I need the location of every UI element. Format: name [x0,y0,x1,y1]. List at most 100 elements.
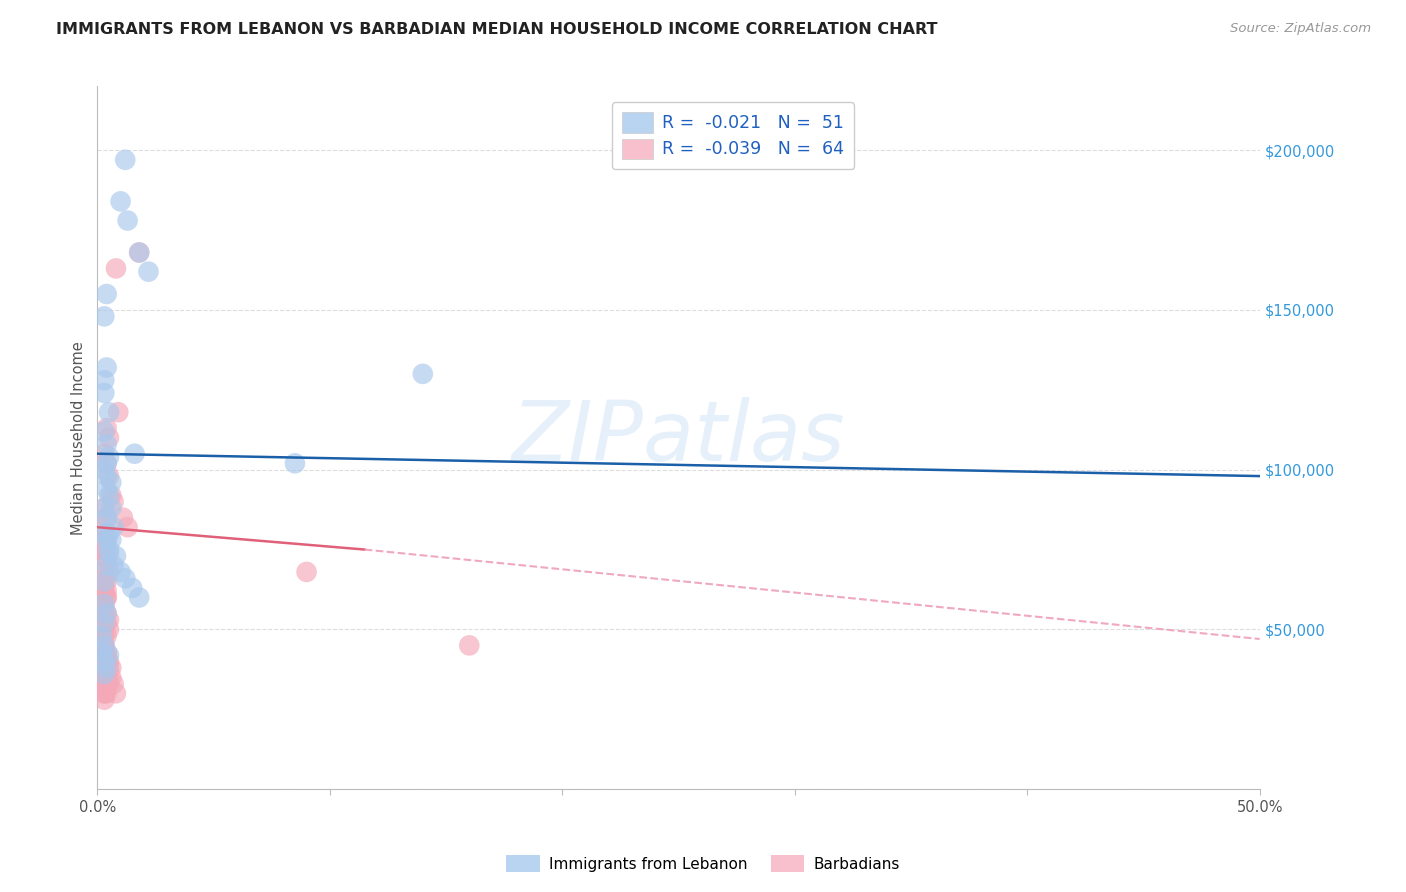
Text: ZIPatlas: ZIPatlas [512,397,845,478]
Point [93,574,115,589]
Point [96,533,118,547]
Point [103,677,125,691]
Point [458,639,481,653]
Point [128,591,150,605]
Point [93,686,115,700]
Point [93,542,115,557]
Point [98,542,121,557]
Point [93,667,115,681]
Point [98,431,121,445]
Point [93,520,115,534]
Point [98,565,121,579]
Point [284,456,307,470]
Point [111,510,134,524]
Point [100,501,122,516]
Point [96,456,118,470]
Point [98,488,121,502]
Point [96,654,118,668]
Point [93,654,115,668]
Point [96,686,118,700]
Point [93,463,115,477]
Point [98,654,121,668]
Point [93,686,115,700]
Point [96,615,118,630]
Point [103,494,125,508]
Point [96,552,118,566]
Point [93,670,115,684]
Point [96,670,118,684]
Point [104,686,127,700]
Point [93,667,115,681]
Point [128,245,150,260]
Point [93,692,115,706]
Point [93,629,115,643]
Point [96,677,118,691]
Point [93,600,115,615]
Point [96,607,118,621]
Point [93,677,115,691]
Point [96,510,118,524]
Point [96,591,118,605]
Point [96,552,118,566]
Point [96,287,118,301]
Point [91,645,114,659]
Point [98,623,121,637]
Point [96,456,118,470]
Point [93,526,115,541]
Point [93,574,115,589]
Point [96,648,118,662]
Point [98,405,121,419]
Point [100,670,122,684]
Point [96,629,118,643]
Point [98,661,121,675]
Point [96,645,118,659]
Point [96,360,118,375]
Point [117,213,139,227]
Point [138,265,160,279]
Point [96,648,118,662]
Point [96,469,118,483]
Point [100,533,122,547]
Point [117,520,139,534]
Legend: Immigrants from Lebanon, Barbadians: Immigrants from Lebanon, Barbadians [499,847,907,880]
Point [93,425,115,439]
Point [96,533,118,547]
Point [93,607,115,621]
Point [98,469,121,483]
Point [96,482,118,496]
Point [93,639,115,653]
Point [104,261,127,276]
Point [124,447,146,461]
Point [107,405,129,419]
Point [98,677,121,691]
Point [100,475,122,490]
Point [93,501,115,516]
Point [103,520,125,534]
Point [93,615,115,630]
Point [96,574,118,589]
Point [128,245,150,260]
Point [100,661,122,675]
Point [110,194,132,209]
Text: IMMIGRANTS FROM LEBANON VS BARBADIAN MEDIAN HOUSEHOLD INCOME CORRELATION CHART: IMMIGRANTS FROM LEBANON VS BARBADIAN MED… [56,22,938,37]
Point [98,526,121,541]
Point [295,565,318,579]
Point [114,153,136,167]
Point [93,386,115,401]
Point [93,639,115,653]
Point [98,613,121,627]
Point [91,629,114,643]
Point [121,581,143,595]
Point [93,447,115,461]
Point [412,367,434,381]
Point [96,510,118,524]
Point [98,648,121,662]
Point [114,571,136,585]
Point [93,373,115,387]
Text: Source: ZipAtlas.com: Source: ZipAtlas.com [1230,22,1371,36]
Point [104,549,127,563]
Point [93,565,115,579]
Y-axis label: Median Household Income: Median Household Income [72,341,86,534]
Point [93,533,115,547]
Point [96,584,118,599]
